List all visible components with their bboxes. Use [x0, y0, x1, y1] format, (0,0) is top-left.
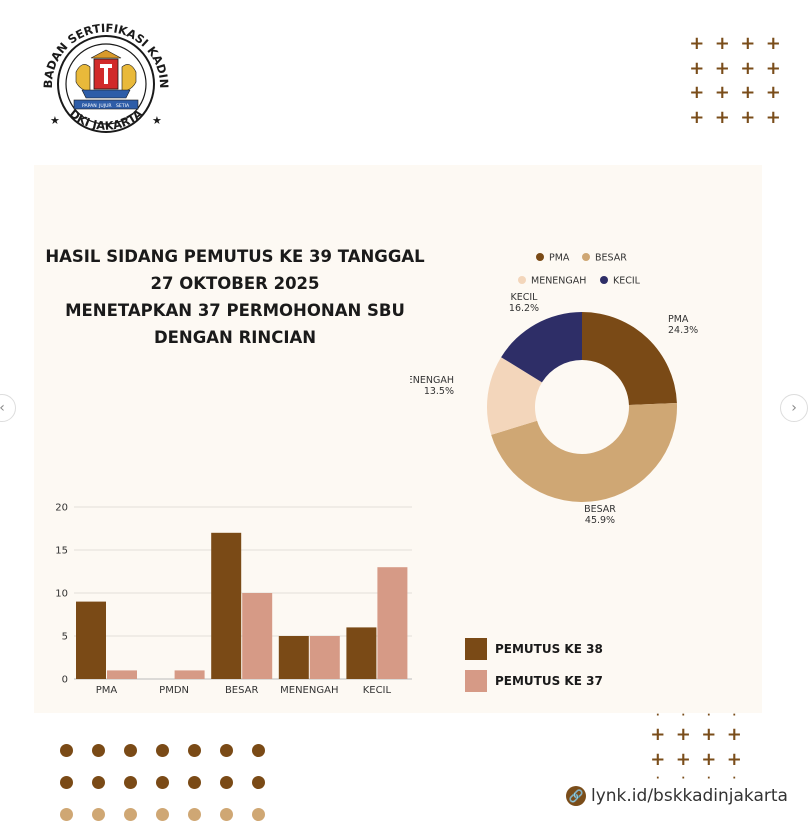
- decorative-dot: [156, 744, 169, 757]
- legend-swatch-series-2: [465, 670, 487, 692]
- bar-legend: PEMUTUS KE 38 PEMUTUS KE 37: [465, 634, 603, 698]
- donut-slices: [487, 312, 677, 502]
- decorative-dot-grid: [60, 738, 284, 834]
- bar-kecil-series-1: [346, 627, 377, 679]
- donut-legend-label: PMA: [549, 253, 570, 264]
- legend-swatch-series-1: [465, 638, 487, 660]
- y-tick-label: 0: [62, 675, 68, 686]
- profile-link[interactable]: 🔗 lynk.id/bskkadinjakarta: [566, 786, 788, 806]
- title-line-2: 27 OKTOBER 2025: [150, 274, 320, 293]
- decorative-dot: [188, 808, 201, 821]
- donut-slice-menengah: [487, 357, 542, 435]
- decorative-dot: [92, 744, 105, 757]
- donut-slice-value: 16.2%: [509, 303, 539, 314]
- donut-slice-besar: [491, 402, 677, 502]
- decorative-dot: [92, 776, 105, 789]
- chevron-left-icon: ‹: [0, 400, 5, 416]
- profile-link-text: lynk.id/bskkadinjakarta: [591, 786, 788, 806]
- x-tick-label: MENENGAH: [280, 685, 338, 696]
- decorative-dot: [188, 776, 201, 789]
- bar-chart: 0 5 10 15 20 PMA PMDN BESAR MENENGAH KECIL: [55, 503, 412, 696]
- donut-legend-label: KECIL: [613, 276, 641, 287]
- decorative-dot: [92, 808, 105, 821]
- star-icon: ★: [50, 114, 60, 127]
- decorative-dot: [124, 776, 137, 789]
- donut-slice-pma: [582, 312, 677, 406]
- bar-menengah-series-1: [278, 636, 309, 679]
- donut-slice-label: KECIL: [511, 292, 539, 303]
- bar-besar-series-1: [211, 532, 242, 679]
- y-tick-label: 20: [55, 503, 68, 514]
- bar-pmdn-series-2: [174, 670, 205, 679]
- donut-slice-label: PMA: [668, 314, 689, 325]
- donut-legend-label: BESAR: [595, 253, 627, 264]
- logo-motto-1: PAPAN: [82, 103, 97, 109]
- decorative-dot: [60, 744, 73, 757]
- bar-x-ticks: PMA PMDN BESAR MENENGAH KECIL: [96, 685, 392, 696]
- bar-menengah-series-2: [309, 636, 340, 679]
- donut-slice-kecil: [501, 312, 582, 383]
- decorative-dot: [124, 744, 137, 757]
- donut-slice-value: 45.9%: [585, 515, 615, 526]
- decorative-dot: [156, 808, 169, 821]
- decorative-dot: [220, 808, 233, 821]
- chevron-right-icon: ›: [791, 400, 797, 416]
- next-slide-button[interactable]: ›: [780, 394, 808, 422]
- bar-besar-series-2: [242, 593, 273, 679]
- legend-item-series-2: PEMUTUS KE 37: [465, 666, 603, 696]
- page-title: HASIL SIDANG PEMUTUS KE 39 TANGGAL 27 OK…: [40, 243, 430, 351]
- bar-y-ticks: 0 5 10 15 20: [55, 503, 68, 686]
- bar-marks: [76, 532, 408, 679]
- previous-slide-button[interactable]: ‹: [0, 394, 16, 422]
- donut-slice-label: MENENGAH: [410, 375, 454, 386]
- link-icon: 🔗: [566, 786, 586, 806]
- decorative-dot: [60, 808, 73, 821]
- decorative-dot: [188, 744, 201, 757]
- logo-motto-2: JUJUR: [98, 103, 112, 109]
- y-tick-label: 5: [62, 632, 68, 643]
- decorative-dot: [252, 776, 265, 789]
- x-tick-label: PMDN: [159, 685, 189, 696]
- decorative-plus-grid: + + + + + + + + + + + + + + + +: [689, 33, 781, 128]
- title-line-1: HASIL SIDANG PEMUTUS KE 39 TANGGAL: [45, 247, 425, 266]
- donut-legend-marker: [582, 253, 590, 261]
- donut-slice-label: BESAR: [584, 504, 616, 515]
- donut-legend-marker: [536, 253, 544, 261]
- decorative-plus-grid-bottom: · · · · + + + + + + + + · · · ·: [650, 710, 742, 784]
- donut-legend-marker: [518, 276, 526, 284]
- legend-label-series-2: PEMUTUS KE 37: [495, 674, 603, 688]
- decorative-dot: [220, 744, 233, 757]
- decorative-dot: [252, 808, 265, 821]
- title-line-4: DENGAN RINCIAN: [153, 328, 317, 347]
- donut-slice-value: 24.3%: [668, 325, 698, 336]
- decorative-dot: [60, 776, 73, 789]
- kadin-logo: BADAN SERTIFIKASI KADIN DKI JAKARTA PAPA…: [41, 21, 171, 133]
- donut-legend-marker: [600, 276, 608, 284]
- donut-slice-value: 13.5%: [424, 386, 454, 397]
- bar-kecil-series-2: [377, 567, 408, 679]
- y-tick-label: 15: [55, 546, 68, 557]
- bar-pma-series-2: [107, 670, 137, 679]
- x-tick-label: BESAR: [225, 685, 259, 696]
- legend-label-series-1: PEMUTUS KE 38: [495, 642, 603, 656]
- legend-item-series-1: PEMUTUS KE 38: [465, 634, 603, 664]
- x-tick-label: KECIL: [363, 685, 392, 696]
- logo-motto-3: SETIA: [116, 103, 130, 109]
- donut-legend-label: MENENGAH: [531, 276, 586, 287]
- decorative-dot: [156, 776, 169, 789]
- decorative-dot: [220, 776, 233, 789]
- bar-pma-series-1: [76, 601, 106, 679]
- decorative-dot: [124, 808, 137, 821]
- title-line-3: MENETAPKAN 37 PERMOHONAN SBU: [65, 301, 405, 320]
- x-tick-label: PMA: [96, 685, 118, 696]
- donut-legend: PMA BESAR MENENGAH KECIL: [518, 253, 641, 287]
- decorative-dot: [252, 744, 265, 757]
- y-tick-label: 10: [55, 589, 68, 600]
- star-icon: ★: [152, 114, 162, 127]
